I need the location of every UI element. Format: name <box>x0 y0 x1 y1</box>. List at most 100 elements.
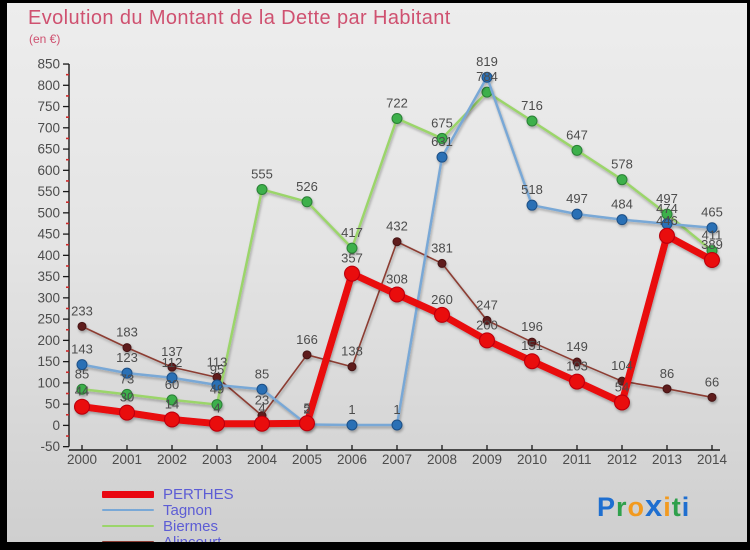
data-label: 446 <box>656 213 678 228</box>
y-tick-label: 0 <box>52 418 60 433</box>
data-point <box>616 214 628 226</box>
data-label: 357 <box>341 251 363 266</box>
x-tick-label: 2010 <box>517 452 547 467</box>
y-tick-label: 350 <box>37 269 60 284</box>
data-label: 85 <box>255 366 269 381</box>
page-title: Evolution du Montant de la Dette par Hab… <box>28 7 451 29</box>
axes: -50 0 50 100 150 200 250 300 350 400 450 500 550 600 6… <box>37 57 727 467</box>
data-point <box>164 411 180 428</box>
legend-swatch <box>102 524 154 528</box>
y-tick-label: 700 <box>37 120 60 135</box>
data-point <box>482 315 492 325</box>
x-tick-label: 2004 <box>247 452 278 467</box>
data-label: 23 <box>255 393 269 408</box>
data-point <box>122 343 132 353</box>
data-point <box>166 394 178 406</box>
data-point <box>436 151 448 163</box>
logo-letter: P <box>597 492 617 522</box>
data-point <box>209 415 225 432</box>
data-point <box>344 265 360 282</box>
data-point <box>527 337 537 347</box>
series-perthes <box>74 227 720 432</box>
data-label: 411 <box>702 228 723 243</box>
data-point <box>434 306 450 323</box>
data-point <box>436 132 448 144</box>
data-label: 112 <box>162 355 183 370</box>
data-point <box>571 208 583 220</box>
data-label: 722 <box>386 95 408 110</box>
data-point <box>524 353 540 370</box>
data-point <box>211 379 223 391</box>
legend-label: PERTHES <box>163 485 234 503</box>
data-label: 151 <box>521 338 543 353</box>
data-label: 49 <box>210 382 224 397</box>
data-point <box>391 419 403 431</box>
y-tick-label: -50 <box>40 439 60 454</box>
data-label: 30 <box>120 390 134 405</box>
labels-alincourt: 233 183 137 113 23 166 138 432 381 247 196 149 104 86… <box>71 219 719 408</box>
data-point <box>119 404 135 421</box>
data-label: 4 <box>213 401 220 416</box>
data-point <box>704 252 720 269</box>
y-tick-label: 400 <box>37 248 60 263</box>
data-label: 233 <box>71 303 93 318</box>
data-label: 103 <box>566 359 588 374</box>
data-label: 497 <box>566 191 588 206</box>
data-point <box>526 115 538 127</box>
data-label: 308 <box>386 271 408 286</box>
data-label: 137 <box>161 344 183 359</box>
data-point <box>74 398 90 415</box>
data-point <box>662 384 672 394</box>
data-point <box>211 399 223 411</box>
data-point <box>616 174 628 186</box>
data-label: 518 <box>521 182 543 197</box>
legend-label: Alincourt <box>163 533 222 550</box>
data-label: 138 <box>341 344 363 359</box>
debt-evolution-line-chart: -50 0 50 100 150 200 250 300 350 400 450 500 550 600 6… <box>37 54 727 467</box>
y-tick-label: 250 <box>37 312 60 327</box>
data-label: 85 <box>75 366 89 381</box>
data-point <box>572 357 582 367</box>
data-point <box>706 222 718 234</box>
x-tick-label: 2002 <box>157 452 187 467</box>
data-label: 578 <box>611 157 633 172</box>
data-label: 465 <box>701 205 723 220</box>
x-tick-label: 2003 <box>202 452 232 467</box>
logo-letter: t <box>671 492 682 522</box>
logo-letter: o <box>627 492 646 522</box>
data-point <box>481 71 493 83</box>
legend-swatch <box>102 490 154 498</box>
data-point <box>614 394 630 411</box>
data-point <box>256 383 268 395</box>
data-point <box>389 286 405 303</box>
data-point <box>76 359 88 371</box>
data-point <box>346 419 358 431</box>
data-point <box>526 199 538 211</box>
data-point <box>299 415 315 432</box>
x-tick-label: 2014 <box>697 452 728 467</box>
data-point <box>437 258 447 268</box>
data-point <box>659 227 675 244</box>
data-point <box>392 237 402 247</box>
data-point <box>707 392 717 402</box>
data-label: 631 <box>431 134 453 149</box>
x-tick-label: 2001 <box>112 452 142 467</box>
series-tagnon <box>76 71 718 431</box>
page-subtitle: (en €) <box>29 32 61 46</box>
data-point <box>77 321 87 331</box>
data-point <box>121 367 133 379</box>
x-tick-label: 2011 <box>562 452 591 467</box>
y-tick-label: 300 <box>37 290 60 305</box>
data-point <box>166 372 178 384</box>
data-label: 4 <box>258 401 265 416</box>
data-label: 716 <box>521 98 543 113</box>
logo-letter: x <box>645 488 664 523</box>
data-point <box>256 183 268 195</box>
y-tick-label: 450 <box>37 227 60 242</box>
data-label: 2 <box>303 402 310 417</box>
data-point <box>346 242 358 254</box>
data-label: 200 <box>476 317 498 332</box>
data-label: 647 <box>566 127 588 142</box>
logo-letter: r <box>616 492 628 522</box>
logo-letter: i <box>681 492 691 522</box>
